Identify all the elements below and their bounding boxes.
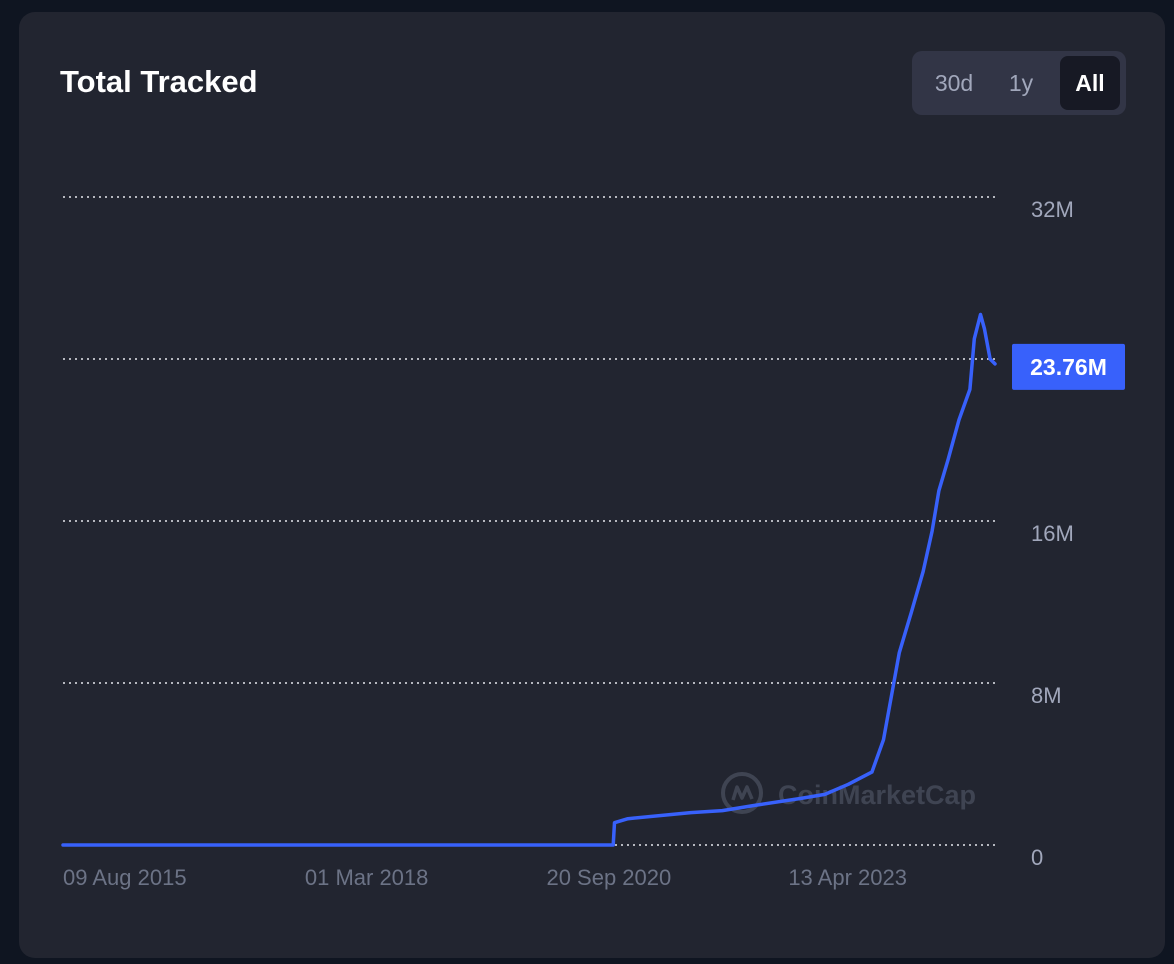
card-title: Total Tracked — [60, 64, 258, 99]
range-1y-button[interactable]: 1y — [1008, 70, 1034, 96]
current-value-badge-bg — [1012, 343, 1125, 390]
y-tick-label: 8M — [1031, 683, 1062, 708]
coinmarketcap-logo-icon — [721, 772, 763, 814]
x-tick-label: 20 Sep 2020 — [546, 865, 671, 890]
y-axis-ticks: 0 8M 16M 32M — [1031, 197, 1074, 870]
x-tick-label: 13 Apr 2023 — [788, 865, 907, 890]
y-tick-label: 16M — [1031, 521, 1074, 546]
y-tick-label: 0 — [1031, 845, 1043, 870]
total-tracked-card: Total Tracked 30d 1y All — [19, 12, 1165, 958]
watermark-text: CoinMarketCap — [778, 780, 976, 810]
current-value-badge: 23.76M — [1012, 343, 1125, 390]
current-value-label: 23.76M — [1030, 354, 1107, 380]
x-tick-label: 01 Mar 2018 — [305, 865, 429, 890]
range-30d-button[interactable]: 30d — [934, 70, 974, 96]
gridlines — [63, 196, 995, 846]
y-tick-label: 32M — [1031, 197, 1074, 222]
x-tick-label: 09 Aug 2015 — [63, 865, 187, 890]
x-axis-ticks: 09 Aug 2015 01 Mar 2018 20 Sep 2020 13 Apr … — [63, 865, 907, 890]
coinmarketcap-watermark: CoinMarketCap — [721, 772, 976, 814]
time-range-selector: 30d 1y All — [912, 51, 1126, 115]
total-tracked-series-line — [61, 312, 997, 847]
range-all-button[interactable]: All — [1060, 56, 1120, 110]
